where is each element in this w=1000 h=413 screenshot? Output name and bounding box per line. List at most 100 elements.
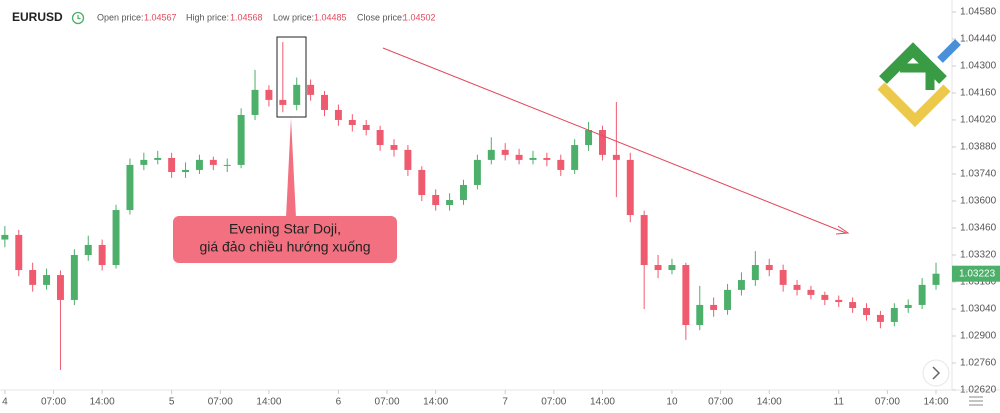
x-tick-label: 14:00 bbox=[924, 397, 949, 408]
close-value: 1.04502 bbox=[403, 12, 436, 22]
callout bbox=[173, 216, 397, 263]
trend-line bbox=[382, 47, 847, 234]
candle-body bbox=[182, 169, 190, 173]
trend-arrow bbox=[835, 225, 850, 235]
clock-icon bbox=[71, 11, 85, 25]
candle-body bbox=[460, 184, 467, 201]
y-tick-label: 1.03740 bbox=[960, 169, 997, 180]
open-value: 1.04567 bbox=[144, 12, 177, 22]
candle-body bbox=[1, 234, 9, 240]
candle-body bbox=[640, 215, 648, 266]
candle-body bbox=[737, 280, 745, 290]
candle-body bbox=[515, 154, 523, 160]
candle-body bbox=[70, 254, 78, 300]
candle-body bbox=[779, 270, 787, 285]
x-tick-label: 4 bbox=[2, 397, 8, 408]
low-label: Low price: bbox=[273, 12, 314, 22]
candle-body bbox=[251, 89, 259, 115]
y-tick-label: 1.04020 bbox=[960, 115, 997, 126]
candle-body bbox=[626, 159, 634, 216]
candle-body bbox=[418, 169, 426, 195]
x-tick-label: 07:00 bbox=[208, 397, 233, 408]
candle-body bbox=[918, 284, 926, 305]
candle-body bbox=[43, 275, 51, 285]
candle-body bbox=[807, 289, 815, 295]
y-tick-label: 1.03460 bbox=[960, 223, 997, 234]
candle-body bbox=[168, 157, 176, 173]
logo bbox=[877, 39, 961, 128]
candle-body bbox=[390, 145, 398, 150]
candle-body bbox=[501, 149, 509, 155]
open-label: Open price: bbox=[97, 12, 144, 22]
y-tick-label: 1.02900 bbox=[960, 331, 997, 342]
candle-body bbox=[890, 308, 898, 322]
candle-body bbox=[307, 84, 315, 95]
x-tick-label: 07:00 bbox=[541, 397, 566, 408]
candle-body bbox=[209, 159, 217, 165]
y-tick-label: 1.03880 bbox=[960, 142, 997, 153]
callout-line: giá đảo chiều hướng xuống bbox=[199, 239, 370, 255]
candle-body bbox=[849, 302, 857, 309]
x-tick-label: 07:00 bbox=[375, 397, 400, 408]
candle-body bbox=[348, 119, 356, 125]
x-tick-label: 5 bbox=[169, 397, 175, 408]
y-tick-label: 1.04160 bbox=[960, 88, 997, 99]
candle-body bbox=[543, 157, 551, 160]
x-tick-label: 14:00 bbox=[256, 397, 281, 408]
settings-icon[interactable] bbox=[969, 396, 983, 406]
callout-pointer bbox=[286, 118, 296, 218]
candle-body bbox=[334, 109, 342, 120]
candle-body bbox=[668, 265, 676, 271]
x-tick-label: 11 bbox=[834, 397, 845, 408]
candle-body bbox=[112, 210, 120, 266]
x-tick-label: 07:00 bbox=[875, 397, 900, 408]
low-value: 1.04485 bbox=[314, 12, 347, 22]
x-tick-label: 14:00 bbox=[757, 397, 782, 408]
x-tick-label: 6 bbox=[336, 397, 342, 408]
x-tick-label: 14:00 bbox=[423, 397, 448, 408]
y-tick-label: 1.02620 bbox=[960, 385, 997, 396]
y-tick-label: 1.04580 bbox=[960, 7, 997, 18]
candle-body bbox=[529, 157, 537, 160]
highlight-box bbox=[276, 36, 307, 118]
candle-body bbox=[154, 157, 162, 160]
candle-body bbox=[724, 289, 732, 310]
candle-body bbox=[863, 308, 871, 315]
scroll-button[interactable] bbox=[922, 359, 950, 387]
candle-body bbox=[15, 234, 23, 271]
plot bbox=[1, 42, 940, 370]
x-tick-label: 7 bbox=[502, 397, 508, 408]
x-tick-label: 14:00 bbox=[590, 397, 615, 408]
candle-body bbox=[376, 130, 384, 146]
candle-body bbox=[473, 159, 481, 185]
candle-body bbox=[126, 164, 134, 211]
candle-body bbox=[487, 149, 495, 160]
y-tick-label: 1.03320 bbox=[960, 250, 997, 261]
candle-body bbox=[98, 244, 106, 266]
candle-body bbox=[904, 304, 912, 309]
x-tick-label: 10 bbox=[666, 397, 678, 408]
candle-body bbox=[654, 265, 662, 271]
high-label: High price: bbox=[186, 12, 229, 22]
candle-body bbox=[571, 145, 579, 170]
candle-body bbox=[793, 284, 801, 290]
y-tick-label: 1.03600 bbox=[960, 196, 997, 207]
x-tick-label: 07:00 bbox=[41, 397, 66, 408]
x-tick-label: 07:00 bbox=[708, 397, 733, 408]
last-price-label: 1.03223 bbox=[959, 268, 996, 279]
candle-body bbox=[237, 114, 245, 165]
candle-body bbox=[446, 200, 454, 206]
candle-body bbox=[432, 195, 440, 206]
last-price-tag bbox=[952, 265, 1000, 282]
candle-body bbox=[279, 99, 287, 105]
candle-body bbox=[140, 159, 148, 165]
candle-body bbox=[835, 299, 843, 303]
y-tick-label: 1.02760 bbox=[960, 358, 997, 369]
y-tick-label: 1.04300 bbox=[960, 61, 997, 72]
symbol: EURUSD bbox=[12, 10, 63, 24]
candle-body bbox=[598, 130, 606, 155]
y-tick-label: 1.03040 bbox=[960, 304, 997, 315]
candle-body bbox=[821, 294, 829, 300]
